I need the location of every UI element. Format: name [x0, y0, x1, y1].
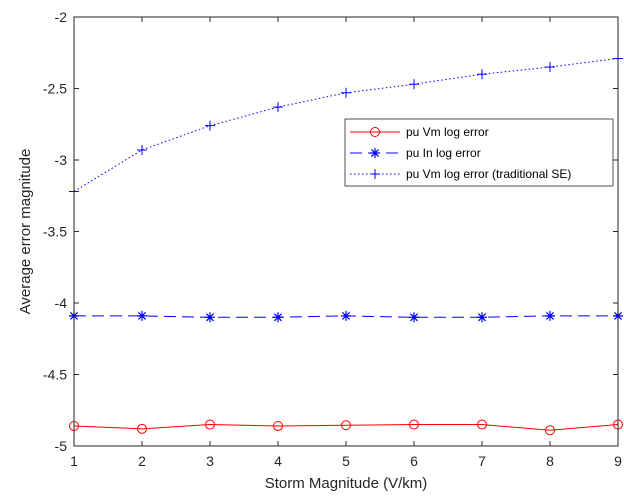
point-marker — [341, 87, 351, 98]
point-marker — [477, 419, 487, 430]
point-marker — [205, 419, 215, 430]
x-axis-label: Storm Magnitude (V/km) — [265, 475, 428, 492]
point-marker — [273, 312, 283, 323]
legend-item: pu Vm log error (traditional SE) — [350, 167, 571, 181]
x-tick-label: 6 — [410, 453, 418, 469]
point-marker — [409, 312, 419, 323]
point-marker — [545, 310, 555, 321]
y-tick-label: -3.5 — [43, 224, 67, 240]
y-tick-label: -5 — [55, 438, 68, 454]
y-tick-label: -3 — [55, 152, 68, 168]
legend-label: pu Vm log error — [406, 125, 489, 139]
point-marker — [370, 148, 380, 158]
y-tick-label: -2.5 — [43, 81, 67, 97]
plot-area — [74, 17, 618, 446]
x-tick-label: 9 — [614, 453, 622, 469]
legend-items: pu Vm log error pu In log error pu Vm log … — [350, 125, 571, 181]
y-tick-label: -2 — [55, 9, 68, 25]
legend-item: pu Vm log error — [350, 125, 489, 139]
point-marker — [273, 102, 283, 113]
point-marker — [545, 425, 555, 436]
point-marker — [477, 312, 487, 323]
point-marker — [409, 79, 419, 90]
x-tick-label: 5 — [342, 453, 350, 469]
point-marker — [341, 310, 351, 321]
y-tick-label: -4.5 — [43, 367, 67, 383]
point-marker — [205, 312, 215, 323]
legend: pu Vm log error pu In log error pu Vm log … — [344, 118, 614, 187]
point-marker — [477, 69, 487, 80]
x-tick-label: 7 — [478, 453, 486, 469]
legend-item: pu In log error — [350, 146, 481, 160]
tick-layer: 1 2 3 4 5 6 7 8 9 -5 -4.5 -4 -3.5 -3 -2.5 -2 — [43, 9, 622, 469]
series — [69, 53, 623, 197]
point-marker — [370, 127, 380, 137]
y-tick-label: -4 — [55, 295, 68, 311]
x-tick-label: 3 — [206, 453, 214, 469]
point-marker — [409, 419, 419, 430]
point-marker — [137, 423, 147, 434]
legend-label: pu Vm log error (traditional SE) — [406, 167, 571, 181]
x-tick-label: 8 — [546, 453, 554, 469]
x-tick-label: 4 — [274, 453, 282, 469]
point-marker — [273, 420, 283, 431]
point-marker — [205, 120, 215, 131]
point-marker — [545, 62, 555, 73]
point-marker — [341, 420, 351, 431]
x-tick-label: 2 — [138, 453, 146, 469]
y-axis-label: Average error magnitude — [17, 149, 34, 315]
point-marker — [137, 310, 147, 321]
series — [69, 310, 623, 323]
legend-label: pu In log error — [406, 146, 481, 160]
x-tick-label: 1 — [70, 453, 78, 469]
series-line — [73, 424, 619, 431]
point-marker — [137, 144, 147, 155]
point-marker — [370, 169, 380, 179]
